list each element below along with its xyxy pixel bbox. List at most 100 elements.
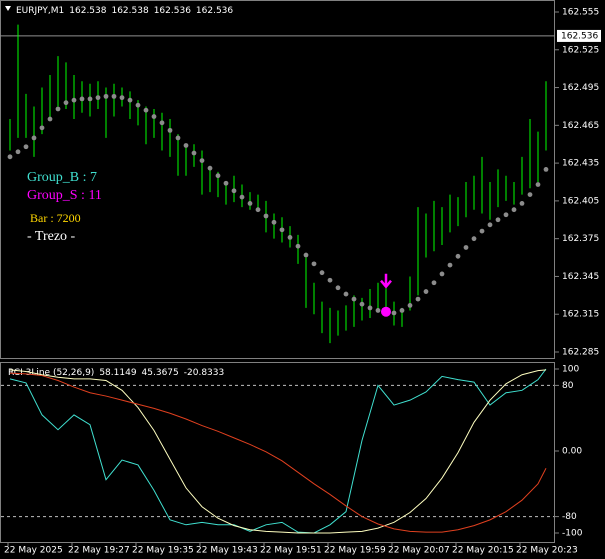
ma-dot <box>159 120 165 126</box>
rci-line <box>9 368 547 534</box>
ma-dot <box>407 303 413 308</box>
ma-dot <box>359 301 365 307</box>
y-tick-label: 162.405 <box>562 196 599 206</box>
y-tick-label: 162.465 <box>562 121 599 131</box>
ma-dot <box>431 280 437 286</box>
x-tick-label: 22 May 19:51 <box>260 546 322 556</box>
ma-dot <box>487 222 493 228</box>
ma-dot <box>191 150 197 156</box>
ma-dot <box>279 227 285 233</box>
y-tick-label: 162.555 <box>562 8 599 18</box>
y-tick-label: 162.315 <box>562 310 599 320</box>
header-value: 162.536 <box>196 6 233 16</box>
current-price-label: 162.536 <box>561 31 598 41</box>
signal-arrow <box>380 273 392 289</box>
ma-dot <box>63 100 69 106</box>
x-tick-label: 22 May 19:59 <box>324 546 386 556</box>
ma-dot <box>367 305 373 311</box>
x-tick-label: 22 May 20:15 <box>452 546 514 556</box>
ma-dot <box>263 213 269 219</box>
indicator-pane <box>0 362 555 543</box>
ma-dot <box>71 97 77 103</box>
ma-dot <box>87 96 93 102</box>
header-value: 45.3675 <box>142 368 179 378</box>
current-price-box <box>557 29 601 42</box>
ma-dot <box>503 212 509 218</box>
ma-dot <box>223 180 229 186</box>
rci-line <box>9 369 547 534</box>
x-tick-label: 22 May 19:43 <box>196 546 258 556</box>
ma-dot <box>319 270 325 276</box>
ma-dot <box>423 289 429 294</box>
ma-dot <box>311 261 317 267</box>
ma-dot <box>31 135 37 141</box>
ma-dot <box>231 188 237 194</box>
y-tick-label: 100 <box>562 365 579 375</box>
ma-dot <box>79 96 85 102</box>
ma-dot <box>495 217 501 223</box>
ma-dot <box>399 308 405 313</box>
ma-dot <box>343 291 349 297</box>
ma-dot <box>535 182 541 187</box>
rci-name: RCI 3Line (52,26,9) <box>8 368 94 378</box>
ma-dot <box>199 158 205 163</box>
info-label: Bar : 7200 <box>30 211 81 225</box>
y-tick-label: -80 <box>562 512 577 522</box>
x-tick-label: 22 May 19:35 <box>132 546 194 556</box>
ma-dot <box>151 114 157 119</box>
ma-dot <box>471 236 477 242</box>
signal-dot <box>381 306 391 317</box>
ma-dot <box>127 97 133 103</box>
ma-dot <box>7 154 13 160</box>
price-pane <box>0 0 555 359</box>
header-value: 162.536 <box>154 6 191 16</box>
header-value: 162.538 <box>111 6 148 16</box>
ma-dot <box>167 127 173 133</box>
ma-dot <box>303 252 309 258</box>
ma-dot <box>239 194 245 200</box>
ma-dot <box>135 102 141 108</box>
header-value: -20.8333 <box>184 368 224 378</box>
info-label: Group_B : 7 <box>27 170 97 185</box>
ma-dot <box>391 310 397 316</box>
ma-dot <box>463 245 469 250</box>
y-tick-label: 162.525 <box>562 45 599 55</box>
ma-dot <box>271 219 277 225</box>
ma-dot <box>327 277 333 283</box>
ma-dot <box>415 296 421 302</box>
ma-dot <box>519 201 525 206</box>
ma-dot <box>175 135 181 141</box>
header-value: 162.538 <box>69 6 106 16</box>
ma-dot <box>15 149 21 155</box>
y-tick-label: 162.435 <box>562 159 599 169</box>
y-tick-label: 0.00 <box>562 447 582 457</box>
y-tick-label: 162.285 <box>562 348 599 358</box>
y-tick-label: 80 <box>562 381 574 391</box>
ma-dot <box>143 107 149 113</box>
ma-dot <box>103 93 109 99</box>
header-value: 58.1149 <box>99 368 136 378</box>
ma-dot <box>47 116 53 122</box>
y-tick-label: 162.345 <box>562 272 599 282</box>
ma-dot <box>95 95 101 101</box>
ma-dot <box>119 95 125 101</box>
ma-dot <box>511 207 517 213</box>
ma-dot <box>335 285 341 291</box>
ma-dot <box>247 201 253 206</box>
ma-dot <box>287 235 293 240</box>
ma-dot <box>55 106 61 112</box>
ma-dot <box>111 93 117 99</box>
y-tick-label: -100 <box>562 529 583 539</box>
symbol: EURJPY,M1 <box>16 6 64 16</box>
ma-dot <box>351 296 357 302</box>
ma-dot <box>375 308 381 313</box>
menu-icon[interactable] <box>5 6 11 11</box>
ma-dot <box>255 207 261 213</box>
rci-line <box>9 372 547 533</box>
ma-dot <box>39 125 45 131</box>
ma-dot <box>447 262 453 268</box>
y-tick-label: 162.375 <box>562 234 599 244</box>
ma-dot <box>23 144 29 150</box>
ma-dot <box>207 165 213 171</box>
